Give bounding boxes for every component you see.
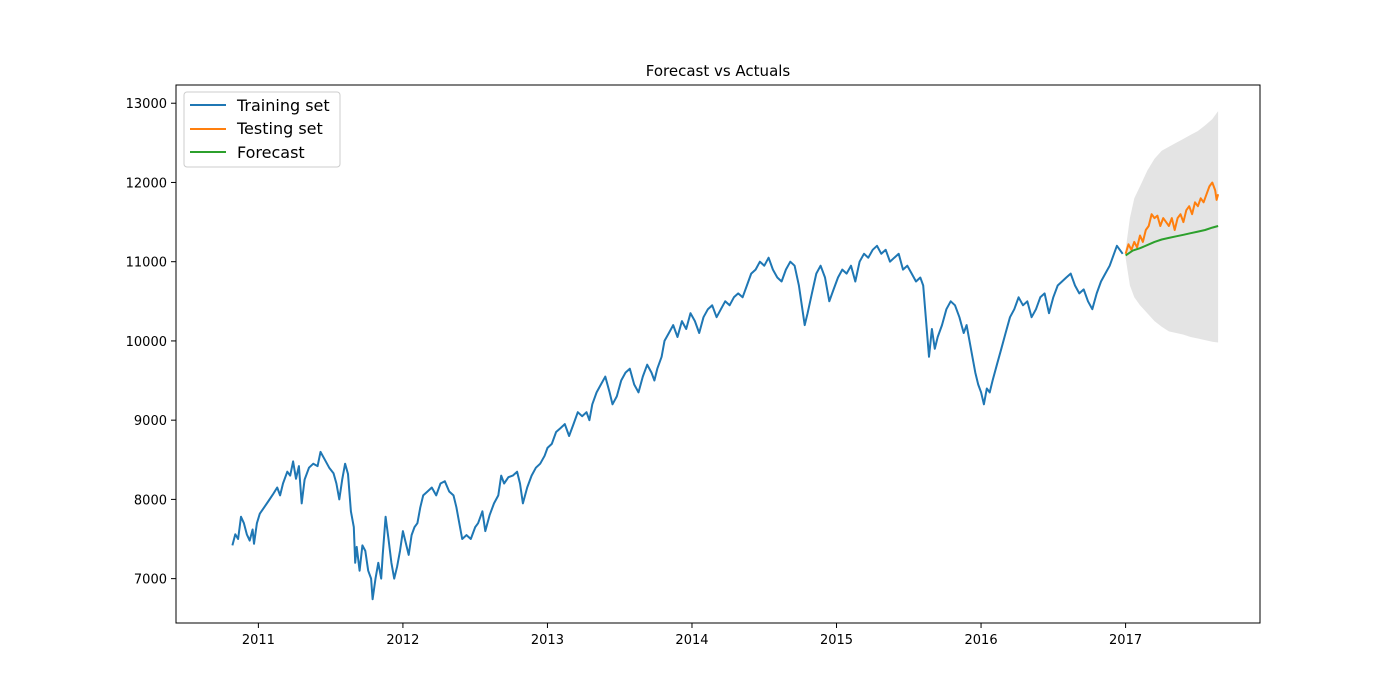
legend: Training set Testing set Forecast — [183, 91, 341, 168]
x-tick-label: 2012 — [386, 633, 419, 648]
x-tick-label: 2016 — [965, 633, 998, 648]
legend-entry-testing: Testing set — [190, 119, 323, 138]
y-tick-label: 12000 — [126, 176, 167, 191]
plot-frame — [175, 84, 1261, 624]
x-tick-label: 2013 — [531, 633, 564, 648]
y-tick-label: 9000 — [134, 414, 167, 429]
y-tick-label: 7000 — [134, 573, 167, 588]
legend-label-testing: Testing set — [236, 119, 323, 138]
y-axis: 7000 8000 9000 10000 11000 12000 13000 — [126, 97, 176, 588]
confidence-band-layer — [1125, 111, 1219, 343]
x-axis: 2011 2012 2013 2014 2015 2016 2017 — [242, 623, 1142, 648]
x-tick-label: 2015 — [820, 633, 853, 648]
forecast-confidence-band — [1125, 111, 1219, 343]
legend-entry-forecast: Forecast — [190, 143, 305, 162]
y-tick-label: 11000 — [126, 256, 167, 271]
x-tick-label: 2011 — [242, 633, 275, 648]
y-tick-label: 13000 — [126, 97, 167, 112]
legend-label-training: Training set — [236, 96, 330, 115]
legend-entry-training: Training set — [190, 96, 330, 115]
legend-label-forecast: Forecast — [237, 143, 305, 162]
series-line-testing-set — [1124, 181, 1220, 255]
y-tick-label: 8000 — [134, 493, 167, 508]
series-line-forecast — [1125, 225, 1219, 257]
chart-title: Forecast vs Actuals — [646, 62, 791, 80]
series-line-training-set — [231, 244, 1124, 601]
series-layer — [231, 181, 1220, 601]
y-tick-label: 10000 — [126, 335, 167, 350]
legend-frame — [183, 91, 341, 168]
x-tick-label: 2014 — [675, 633, 708, 648]
x-tick-label: 2017 — [1109, 633, 1142, 648]
